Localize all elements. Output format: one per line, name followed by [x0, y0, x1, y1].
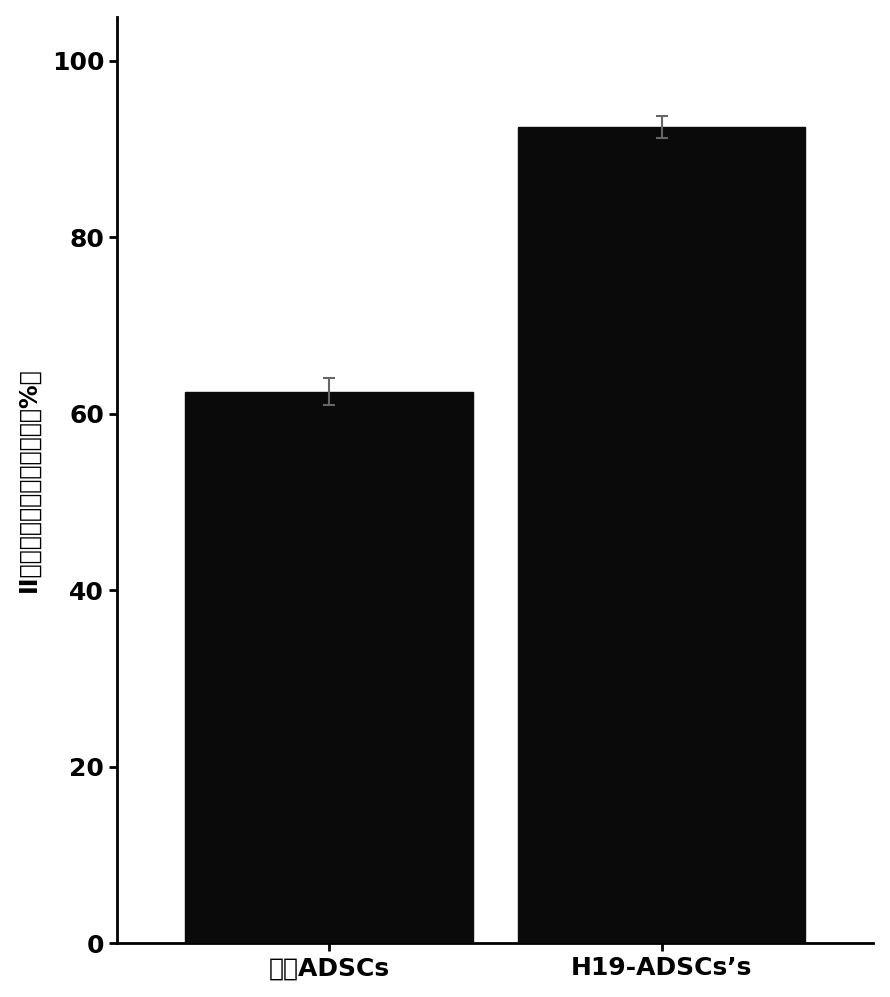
- Y-axis label: II型胶原阳性细胞所占比例（%）: II型胶原阳性细胞所占比例（%）: [17, 368, 41, 592]
- Bar: [185, 392, 473, 943]
- Bar: [518, 127, 805, 943]
